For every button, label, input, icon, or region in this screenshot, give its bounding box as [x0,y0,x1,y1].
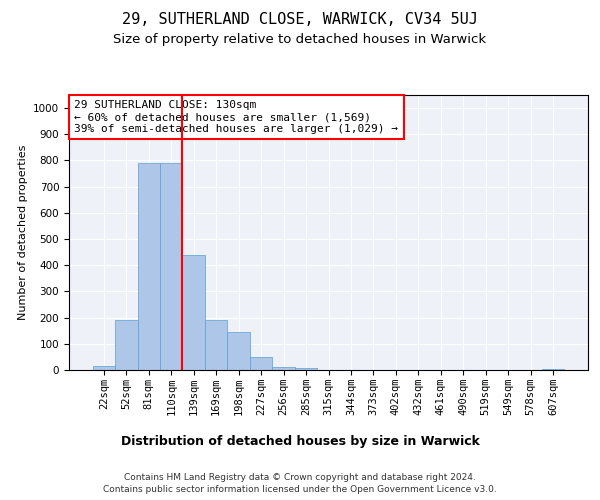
Bar [92,366,115,370]
Text: Size of property relative to detached houses in Warwick: Size of property relative to detached ho… [113,32,487,46]
Bar [295,368,317,370]
Text: Distribution of detached houses by size in Warwick: Distribution of detached houses by size … [121,435,479,448]
Text: Contains HM Land Registry data © Crown copyright and database right 2024.: Contains HM Land Registry data © Crown c… [124,472,476,482]
Bar [160,163,182,370]
Y-axis label: Number of detached properties: Number of detached properties [17,145,28,320]
Text: 29, SUTHERLAND CLOSE, WARWICK, CV34 5UJ: 29, SUTHERLAND CLOSE, WARWICK, CV34 5UJ [122,12,478,28]
Bar [542,369,565,370]
Text: 29 SUTHERLAND CLOSE: 130sqm
← 60% of detached houses are smaller (1,569)
39% of : 29 SUTHERLAND CLOSE: 130sqm ← 60% of det… [74,100,398,134]
Bar [250,357,272,370]
Bar [227,332,250,370]
Bar [272,366,295,370]
Text: Contains public sector information licensed under the Open Government Licence v3: Contains public sector information licen… [103,485,497,494]
Bar [137,163,160,370]
Bar [182,255,205,370]
Bar [205,320,227,370]
Bar [115,320,137,370]
